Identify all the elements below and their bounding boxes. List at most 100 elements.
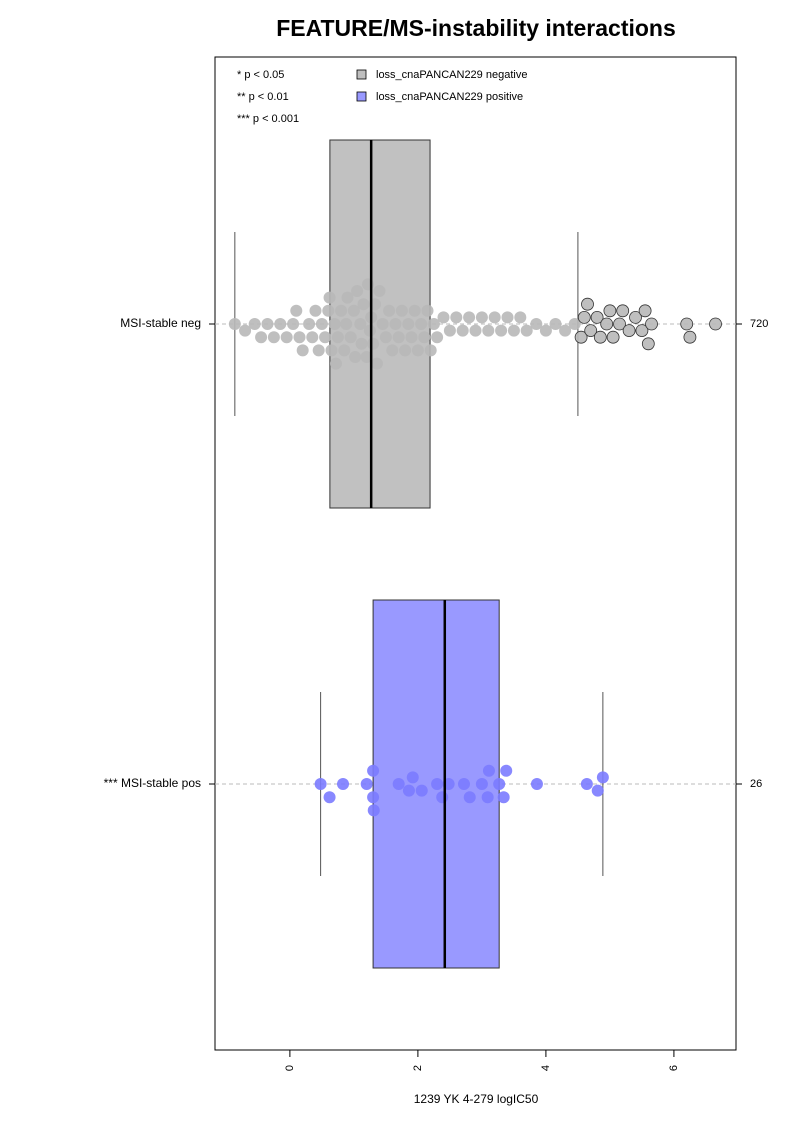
data-point (395, 304, 408, 317)
data-point (379, 331, 392, 344)
data-point (248, 318, 261, 330)
data-point (405, 331, 418, 344)
significance-legend: ** p < 0.01 (237, 91, 289, 103)
data-point (323, 291, 336, 304)
data-point (337, 778, 350, 790)
data-point (568, 318, 581, 330)
data-point (450, 311, 463, 324)
data-point (329, 357, 342, 370)
data-point (641, 337, 655, 351)
data-point (274, 318, 287, 330)
data-point (520, 324, 533, 337)
data-point (354, 318, 367, 330)
data-point (584, 324, 598, 338)
data-point (312, 344, 325, 357)
data-point (574, 330, 588, 344)
data-point (590, 310, 604, 324)
data-point (367, 764, 380, 777)
data-point (344, 331, 357, 344)
significance-legend: * p < 0.05 (237, 69, 284, 81)
significance-legend: *** p < 0.001 (237, 113, 299, 125)
data-point (386, 344, 399, 357)
data-point (507, 324, 520, 337)
data-point (411, 344, 424, 357)
x-tick-label: 2 (412, 1065, 424, 1071)
data-point (559, 324, 572, 337)
x-tick-label: 4 (540, 1065, 552, 1071)
data-point (475, 778, 488, 790)
data-point (431, 331, 444, 344)
data-point (629, 310, 642, 324)
data-point (596, 771, 609, 784)
data-point (323, 791, 336, 804)
data-point (580, 778, 593, 790)
data-point (351, 285, 364, 297)
data-point (314, 778, 327, 790)
y-tick-label: MSI-stable neg (120, 316, 201, 330)
data-point (481, 791, 494, 804)
data-point (514, 311, 527, 324)
data-point (497, 791, 510, 804)
data-point (360, 351, 373, 363)
data-point (347, 304, 360, 317)
data-point (431, 778, 444, 790)
data-point (495, 324, 508, 337)
data-point (328, 318, 341, 330)
data-point (399, 344, 412, 357)
data-point (424, 344, 437, 357)
data-point (239, 324, 252, 337)
data-point (360, 778, 373, 790)
plot-frame (214, 56, 737, 1051)
data-point (421, 304, 434, 317)
data-point (482, 764, 495, 777)
data-point (456, 324, 469, 337)
data-point (392, 778, 405, 790)
chart-title: FEATURE/MS-instability interactions (276, 15, 676, 41)
data-point (319, 331, 332, 344)
data-point (341, 291, 354, 304)
data-point (373, 285, 386, 297)
data-point (488, 311, 501, 324)
data-point (437, 311, 450, 324)
data-point (577, 310, 591, 324)
x-tick-label: 0 (284, 1065, 296, 1071)
data-point (315, 318, 328, 330)
data-point (600, 317, 614, 331)
data-point (415, 318, 428, 330)
data-point (501, 311, 514, 324)
data-point (616, 304, 630, 318)
data-point (402, 318, 415, 330)
data-point (622, 324, 636, 338)
data-point (613, 317, 626, 331)
data-point (383, 304, 396, 317)
data-point (463, 791, 476, 804)
data-point (367, 791, 380, 804)
data-point (331, 331, 344, 344)
data-point (463, 311, 476, 324)
data-point (406, 771, 419, 784)
data-point (293, 331, 306, 344)
data-point (335, 304, 348, 317)
y-tick-label: *** MSI-stable pos (104, 776, 201, 790)
data-point (549, 318, 562, 330)
data-point (606, 330, 620, 344)
data-point (303, 318, 316, 330)
data-point (500, 764, 513, 777)
data-point (389, 318, 402, 330)
x-axis-label: 1239 YK 4-279 logIC50 (414, 1092, 539, 1106)
data-point (635, 324, 649, 338)
legend-swatch (356, 91, 367, 102)
data-point (296, 344, 309, 357)
data-point (340, 318, 353, 330)
data-point (645, 317, 658, 331)
data-point (418, 331, 431, 344)
legend-swatch (356, 69, 367, 80)
data-point (530, 778, 543, 790)
data-point (408, 304, 421, 317)
data-point (581, 297, 594, 311)
legend-label: loss_cnaPANCAN229 positive (376, 91, 523, 103)
data-point (325, 344, 338, 357)
x-tick-label: 6 (668, 1065, 680, 1071)
data-point (680, 317, 694, 331)
